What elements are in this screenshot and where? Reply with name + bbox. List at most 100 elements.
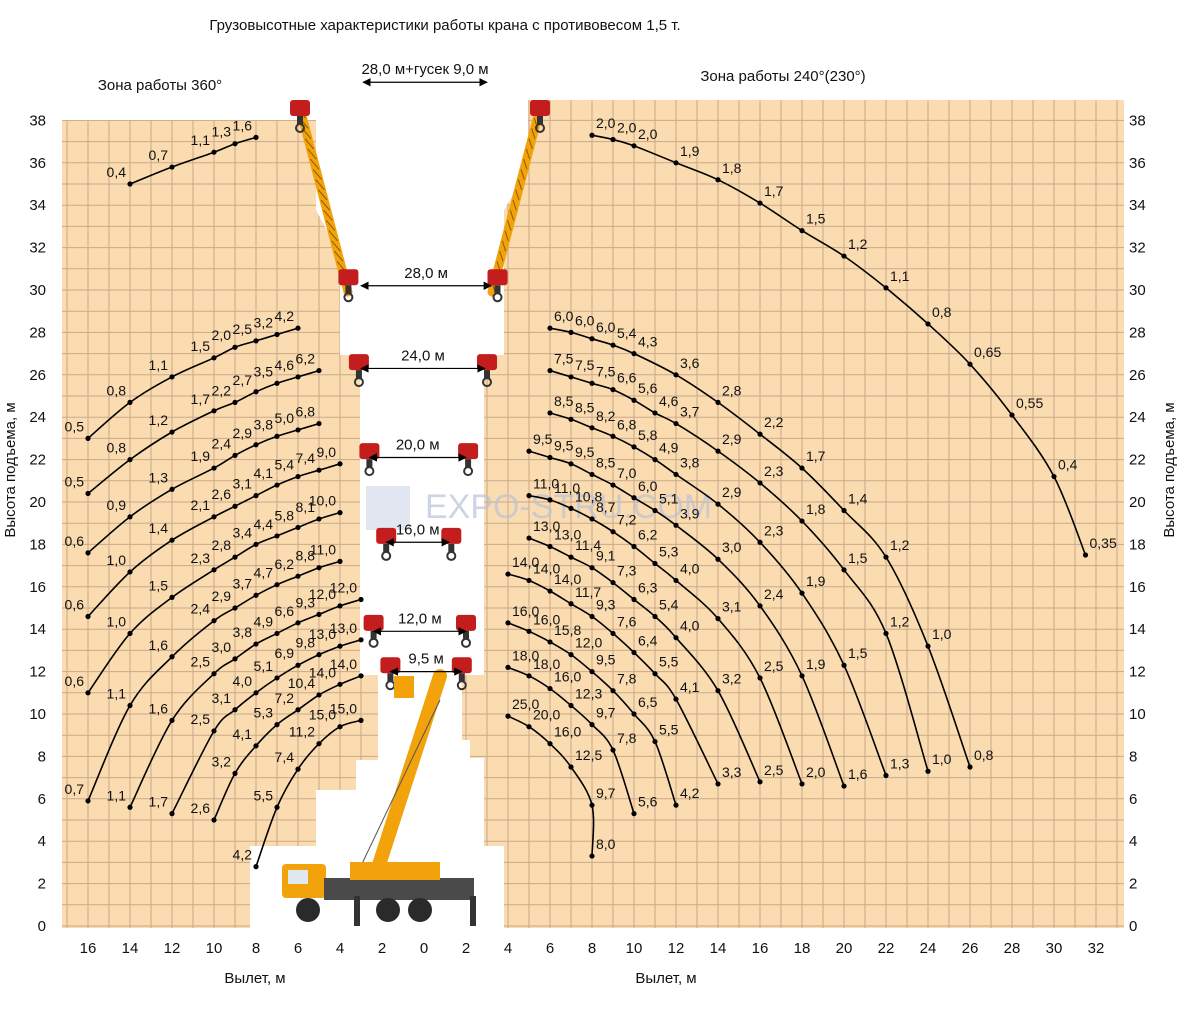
load-label: 8,7 xyxy=(596,499,616,515)
load-label: 8,5 xyxy=(575,399,595,415)
truck-window xyxy=(288,870,308,884)
load-point xyxy=(85,550,91,556)
load-point xyxy=(589,802,595,808)
load-point xyxy=(211,567,217,573)
load-point xyxy=(211,618,217,624)
load-point xyxy=(841,567,847,573)
load-point xyxy=(169,811,175,817)
load-curve-11: 2,0 2,0 2,01,91,81,71,51,21,10,80,650,550,… xyxy=(589,115,1117,558)
y-tick-label-right: 24 xyxy=(1129,409,1146,426)
jib-boom-left-brace xyxy=(320,199,331,211)
hook-5-icon-ring xyxy=(463,466,474,477)
x-tick-label: 10 xyxy=(206,940,223,957)
load-point xyxy=(715,556,721,562)
load-curve-15: 9,5 9,5 9,58,57,06,05,13,93,02,41,91,6 xyxy=(526,431,868,789)
load-point xyxy=(526,535,532,541)
load-point xyxy=(883,772,889,779)
load-point xyxy=(568,329,574,335)
jib-boom-left-brace xyxy=(304,138,315,150)
load-curve-4: 0,6 1,0 1,4 2,12,63,14,15,4 7,4 9,0 xyxy=(65,444,343,620)
load-point xyxy=(337,461,343,467)
load-point xyxy=(505,713,511,719)
hook-7-icon xyxy=(441,527,462,561)
load-label: 4,2 xyxy=(233,847,253,863)
load-label: 11,2 xyxy=(289,724,315,740)
load-point xyxy=(715,399,721,405)
load-point xyxy=(610,688,616,694)
load-label: 13,0 xyxy=(533,518,560,534)
x-tick-label: 16 xyxy=(752,940,769,957)
load-label: 4,0 xyxy=(680,560,700,576)
jib-boom-right-brace xyxy=(520,169,525,180)
load-point xyxy=(358,673,364,679)
y-tick-label-left: 0 xyxy=(38,918,46,935)
load-label: 1,0 xyxy=(107,552,127,568)
y-tick-label-left: 6 xyxy=(38,791,46,808)
load-label: 3,0 xyxy=(212,639,232,655)
load-label: 3,1 xyxy=(233,476,253,492)
load-label: 1,9 xyxy=(191,448,211,464)
load-label: 9,3 xyxy=(596,596,616,612)
load-label: 0,55 xyxy=(1016,395,1043,411)
load-label: 6,5 xyxy=(638,694,658,710)
load-point xyxy=(547,685,553,692)
load-curve-14: 8,5 8,58,26,85,84,93,82,92,31,91,51,3 xyxy=(547,393,910,779)
y-tick-label-left: 36 xyxy=(29,155,46,172)
load-point xyxy=(589,425,595,431)
load-label: 9,7 xyxy=(596,705,616,721)
load-label: 5,4 xyxy=(275,457,295,473)
load-label: 2,3 xyxy=(191,550,211,566)
load-label: 7,5 xyxy=(575,357,595,373)
load-point xyxy=(505,620,511,626)
load-label: 16,0 xyxy=(554,724,581,740)
load-label: 18,0 xyxy=(512,647,539,663)
x-tick-label: 30 xyxy=(1046,940,1063,957)
load-point xyxy=(169,717,175,723)
hook-4-icon-shank xyxy=(366,459,373,468)
load-point xyxy=(568,505,574,511)
boom-label-6: 9,5 м xyxy=(408,651,443,668)
jib-boom-right-brace xyxy=(499,250,504,262)
load-point xyxy=(631,495,637,501)
load-label: 4,1 xyxy=(254,465,274,481)
load-point xyxy=(316,652,322,658)
load-label: 3,0 xyxy=(722,539,742,555)
hook-9-icon-ring xyxy=(461,637,471,648)
hook-3-icon-shank xyxy=(484,370,490,379)
load-point xyxy=(505,664,511,670)
load-point xyxy=(526,577,532,584)
load-point xyxy=(799,590,805,596)
load-curve-7: 1,11,62,53,03,84,96,69,312,012,0 xyxy=(107,580,364,810)
load-point xyxy=(316,467,322,473)
load-label: 6,0 xyxy=(554,308,574,324)
hook-11-icon-shank xyxy=(458,673,465,682)
load-label: 3,9 xyxy=(680,505,700,521)
load-label: 5,8 xyxy=(275,507,295,523)
load-point xyxy=(232,656,238,662)
load-label: 4,9 xyxy=(659,440,679,456)
load-point xyxy=(547,639,553,645)
load-point xyxy=(757,480,763,486)
load-label: 1,6 xyxy=(149,700,169,716)
load-point xyxy=(589,722,595,728)
load-point xyxy=(589,853,595,859)
load-point xyxy=(316,516,322,522)
load-label: 11,0 xyxy=(310,541,336,557)
load-curve-3: 0,6 0,9 1,3 1,92,42,93,8 5,0 6,8 xyxy=(65,404,322,556)
y-tick-label-left: 8 xyxy=(38,748,46,765)
load-point xyxy=(253,592,259,598)
y-tick-label-right: 20 xyxy=(1129,494,1146,511)
load-label: 1,2 xyxy=(848,236,868,252)
load-point xyxy=(295,662,301,668)
truck-wheel-1-icon xyxy=(376,898,400,922)
load-label: 13,0 xyxy=(309,626,336,642)
truck-wheel-0-icon xyxy=(296,898,320,922)
hook-4-icon xyxy=(359,443,380,477)
load-label: 1,9 xyxy=(806,656,826,672)
load-point xyxy=(715,177,721,183)
load-point xyxy=(841,783,847,789)
watermark-logo-icon xyxy=(366,486,410,530)
jib-boom-right-brace xyxy=(507,220,512,231)
load-label: 3,7 xyxy=(233,575,253,591)
